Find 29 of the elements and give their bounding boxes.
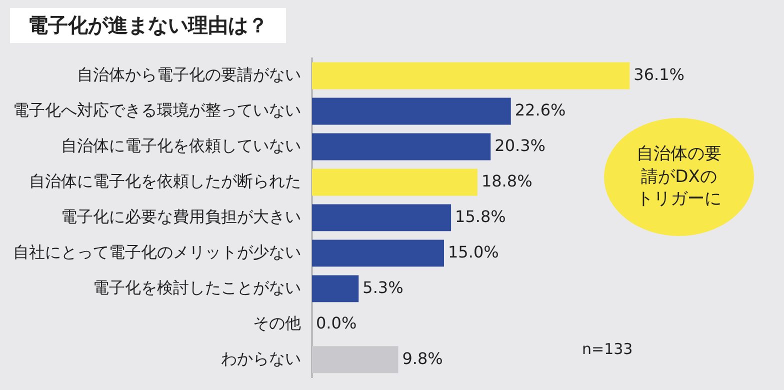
text: 電子化が進まない理由は？ — [10, 8, 286, 43]
bar — [312, 240, 444, 267]
bar — [312, 98, 511, 125]
y-tick-label: 自治体から電子化の要請がない — [77, 64, 301, 84]
data-label: 22.6% — [514, 100, 566, 120]
bar — [312, 62, 630, 90]
y-tick-label: わからない — [221, 348, 301, 368]
data-label: 36.1% — [634, 64, 685, 84]
bar — [312, 204, 452, 232]
y-tick-label: 電子化に必要な費用負担が大きい — [61, 206, 301, 226]
y-tick-label: 自治体に電子化を依頼していない — [61, 136, 301, 155]
bar — [312, 168, 478, 196]
y-tick-label: 自治体に電子化を依頼したが断られた — [29, 171, 301, 190]
data-label: 0.0% — [316, 313, 357, 332]
y-tick-label: 電子化へ対応できる環境が整っていない — [13, 100, 301, 120]
data-label: 20.3% — [494, 136, 546, 155]
data-label: 9.8% — [402, 348, 443, 368]
y-tick-label: その他 — [253, 313, 301, 332]
data-label: 5.3% — [362, 278, 404, 297]
callout-bubble: 自治体の要請がDXのトリガーに — [604, 118, 754, 236]
annotation: n=133 — [582, 340, 633, 358]
bar — [312, 275, 359, 302]
y-tick-label: 電子化を検討したことがない — [93, 278, 301, 297]
y-tick-label: 自社にとって電子化のメリットが少ない — [13, 242, 301, 262]
bar — [312, 133, 491, 160]
bar — [312, 346, 398, 374]
data-label: 18.8% — [481, 171, 532, 190]
data-label: 15.0% — [448, 242, 499, 262]
data-label: 15.8% — [455, 206, 506, 226]
